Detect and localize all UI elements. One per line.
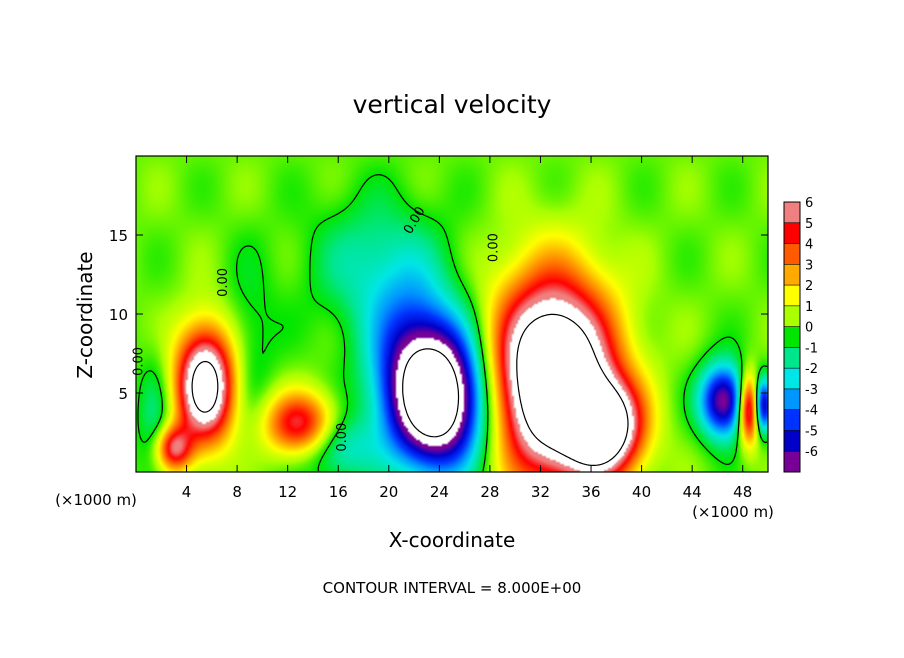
x-tick-label: 4 [182,483,192,501]
colorbar-swatch [784,388,800,411]
y-tick-label: 15 [109,227,128,245]
y-tick-label: 10 [109,306,128,324]
contour-label: 0.00 [216,268,231,297]
x-tick-label: 48 [733,483,752,501]
colorbar-swatch [784,368,800,390]
contour-label: 0.00 [487,233,502,262]
contour-interval-note: CONTOUR INTERVAL = 8.000E+00 [323,579,582,597]
contour-labels: 0.000.000.000.000.00 [131,204,501,451]
colorbar-swatch [784,430,800,452]
colorbar-swatch [784,305,800,328]
y-axis: 5 10 15 [109,227,768,403]
contour-negative [402,348,460,438]
x-tick-label: 28 [480,483,499,501]
colorbar-tick-label: 3 [805,258,813,273]
contour-positive [191,313,629,466]
x-tick-label: 16 [329,483,348,501]
colorbar-tick-label: 2 [805,279,813,294]
x-tick-label: 24 [430,483,449,501]
x-unit-left: (×1000 m) [55,491,137,509]
heatmap-field [136,156,768,472]
colorbar-swatch [784,264,800,286]
contour-label: 0.00 [131,347,146,376]
x-axis: 4 8 12 16 20 24 28 32 36 40 44 48 [182,156,752,501]
contour-lines [137,174,768,472]
x-tick-label: 36 [581,483,600,501]
plot-area: 0.000.000.000.000.00 4 8 12 16 20 24 28 32 36 40 4… [109,155,769,501]
x-tick-label: 8 [232,483,242,501]
y-axis-label: Z-coordinate [73,251,97,378]
x-tick-label: 40 [632,483,651,501]
colorbar-tick-label: -1 [805,341,818,356]
colorbar-tick-label: -6 [805,445,818,460]
colorbar-tick-label: 4 [805,238,813,253]
colorbar-tick-label: 6 [805,196,813,211]
colorbar-swatch [784,451,800,473]
colorbar-tick-label: -2 [805,362,818,377]
colorbar-tick-label: 0 [805,321,813,336]
x-axis-label: X-coordinate [389,528,516,552]
colorbar-tick-label: -4 [805,404,818,419]
x-unit-right: (×1000 m) [692,503,774,521]
colorbar-swatch [784,222,800,245]
colorbar-swatch [784,202,800,224]
colorbar-swatch [784,347,800,369]
x-tick-label: 20 [379,483,398,501]
colorbar-tick-label: 5 [805,217,813,232]
y-tick-label: 5 [118,385,128,403]
x-tick-label: 44 [683,483,702,501]
x-tick-label: 32 [531,483,550,501]
contour-label: 0.00 [335,423,350,452]
colorbar-swatch [784,243,800,265]
colorbar-tick-label: -3 [805,383,818,398]
colorbar-swatch [784,285,800,307]
colorbar-tick-label: 1 [805,300,813,315]
colorbar-tick-label: -5 [805,424,818,439]
colorbar: 6 5 4 3 2 1 0 -1 -2 -3 -4 -5 -6 [783,196,818,473]
chart-title: vertical velocity [353,90,552,119]
x-tick-label: 12 [278,483,297,501]
colorbar-swatch [784,409,800,431]
colorbar-swatch [784,326,800,348]
contour-zero [137,174,768,472]
